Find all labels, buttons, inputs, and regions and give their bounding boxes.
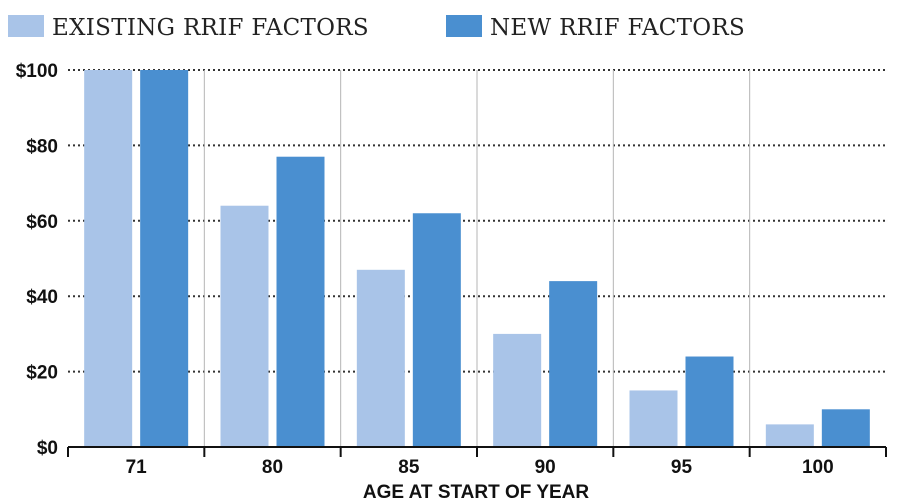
x-tick-label: 90 [535, 457, 556, 478]
y-axis-ticks: $0 $20 $40 $60 $80 $100 [16, 61, 58, 459]
bar-new-80 [276, 156, 325, 447]
x-tick-label: 80 [262, 457, 283, 478]
y-tick-label: $20 [26, 363, 58, 384]
y-tick-label: $60 [26, 212, 58, 233]
y-tick-label: $0 [37, 438, 58, 459]
bar-existing-100 [765, 424, 814, 447]
x-axis-title: AGE AT START OF YEAR [363, 482, 590, 500]
bar-existing-85 [356, 269, 405, 447]
bar-existing-95 [629, 390, 678, 447]
x-tick-label: 71 [126, 457, 148, 478]
x-tick-label: 95 [671, 457, 693, 478]
y-tick-label: $80 [26, 136, 58, 157]
legend-swatch-new [446, 15, 482, 37]
bar-existing-80 [220, 205, 269, 447]
x-tick-label: 85 [398, 457, 420, 478]
legend: EXISTING RRIF FACTORS NEW RRIF FACTORS [8, 15, 745, 41]
bar-new-71 [140, 70, 189, 447]
bar-new-85 [412, 213, 461, 447]
bars [84, 70, 870, 447]
x-axis: 71 80 85 90 95 100 [67, 446, 887, 478]
bar-new-100 [821, 409, 870, 447]
bar-new-90 [549, 281, 598, 447]
x-tick-label: 100 [802, 457, 834, 478]
y-tick-label: $100 [16, 61, 58, 82]
gridlines [68, 69, 886, 457]
legend-swatch-existing [8, 15, 44, 37]
bar-existing-71 [84, 70, 133, 447]
bar-new-95 [685, 356, 734, 447]
legend-label-existing: EXISTING RRIF FACTORS [52, 15, 369, 41]
legend-label-new: NEW RRIF FACTORS [490, 15, 745, 41]
bar-existing-90 [493, 333, 542, 447]
y-tick-label: $40 [26, 287, 58, 308]
